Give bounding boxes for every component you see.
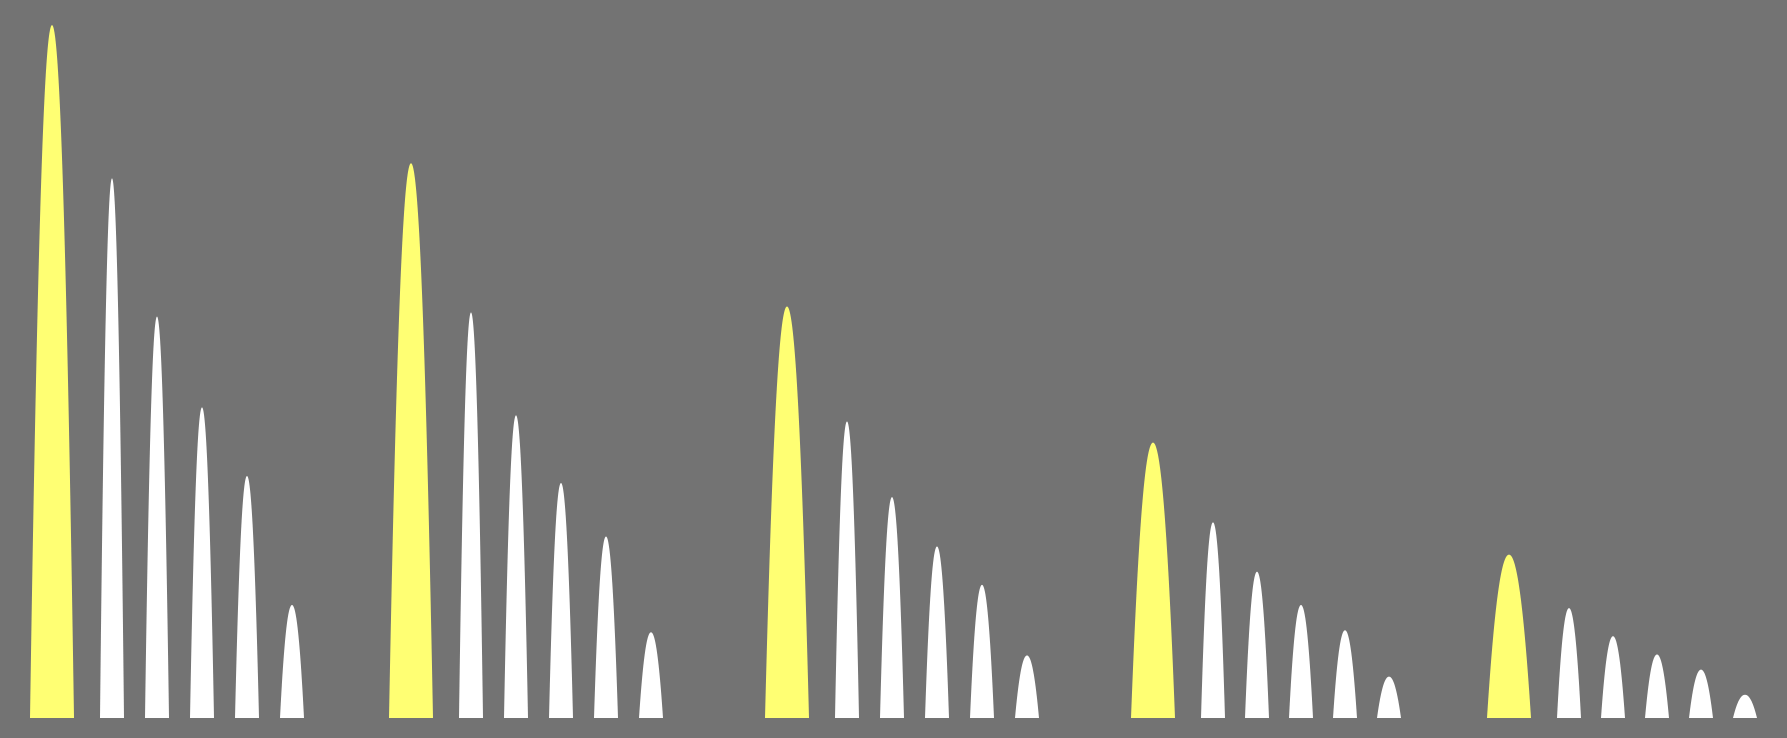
- bar: [1015, 655, 1039, 718]
- bar: [280, 605, 304, 718]
- bar: [925, 546, 949, 718]
- bar: [594, 536, 618, 718]
- bar: [1201, 522, 1225, 718]
- bar: [970, 584, 994, 718]
- bar: [1333, 630, 1357, 718]
- bar: [880, 497, 904, 718]
- bar: [1601, 636, 1625, 718]
- bar: [549, 483, 573, 718]
- bar: [1245, 571, 1269, 718]
- bar-highlight: [389, 163, 433, 719]
- bar: [1733, 694, 1757, 718]
- bar: [1557, 608, 1581, 718]
- bar: [1289, 605, 1313, 718]
- bar: [835, 421, 859, 718]
- bar: [504, 415, 528, 718]
- bar-highlight: [1487, 554, 1531, 718]
- bar-highlight: [30, 25, 74, 718]
- bar: [1377, 676, 1401, 718]
- bar: [1689, 669, 1713, 718]
- chart-marks: [30, 25, 1757, 719]
- bar-highlight: [1131, 442, 1175, 718]
- bar: [190, 407, 214, 718]
- bar: [145, 316, 169, 718]
- bar: [100, 178, 124, 718]
- bar: [1645, 654, 1669, 718]
- bar: [639, 632, 663, 718]
- bar: [459, 312, 483, 718]
- bar-highlight: [765, 306, 809, 718]
- bar: [235, 475, 259, 718]
